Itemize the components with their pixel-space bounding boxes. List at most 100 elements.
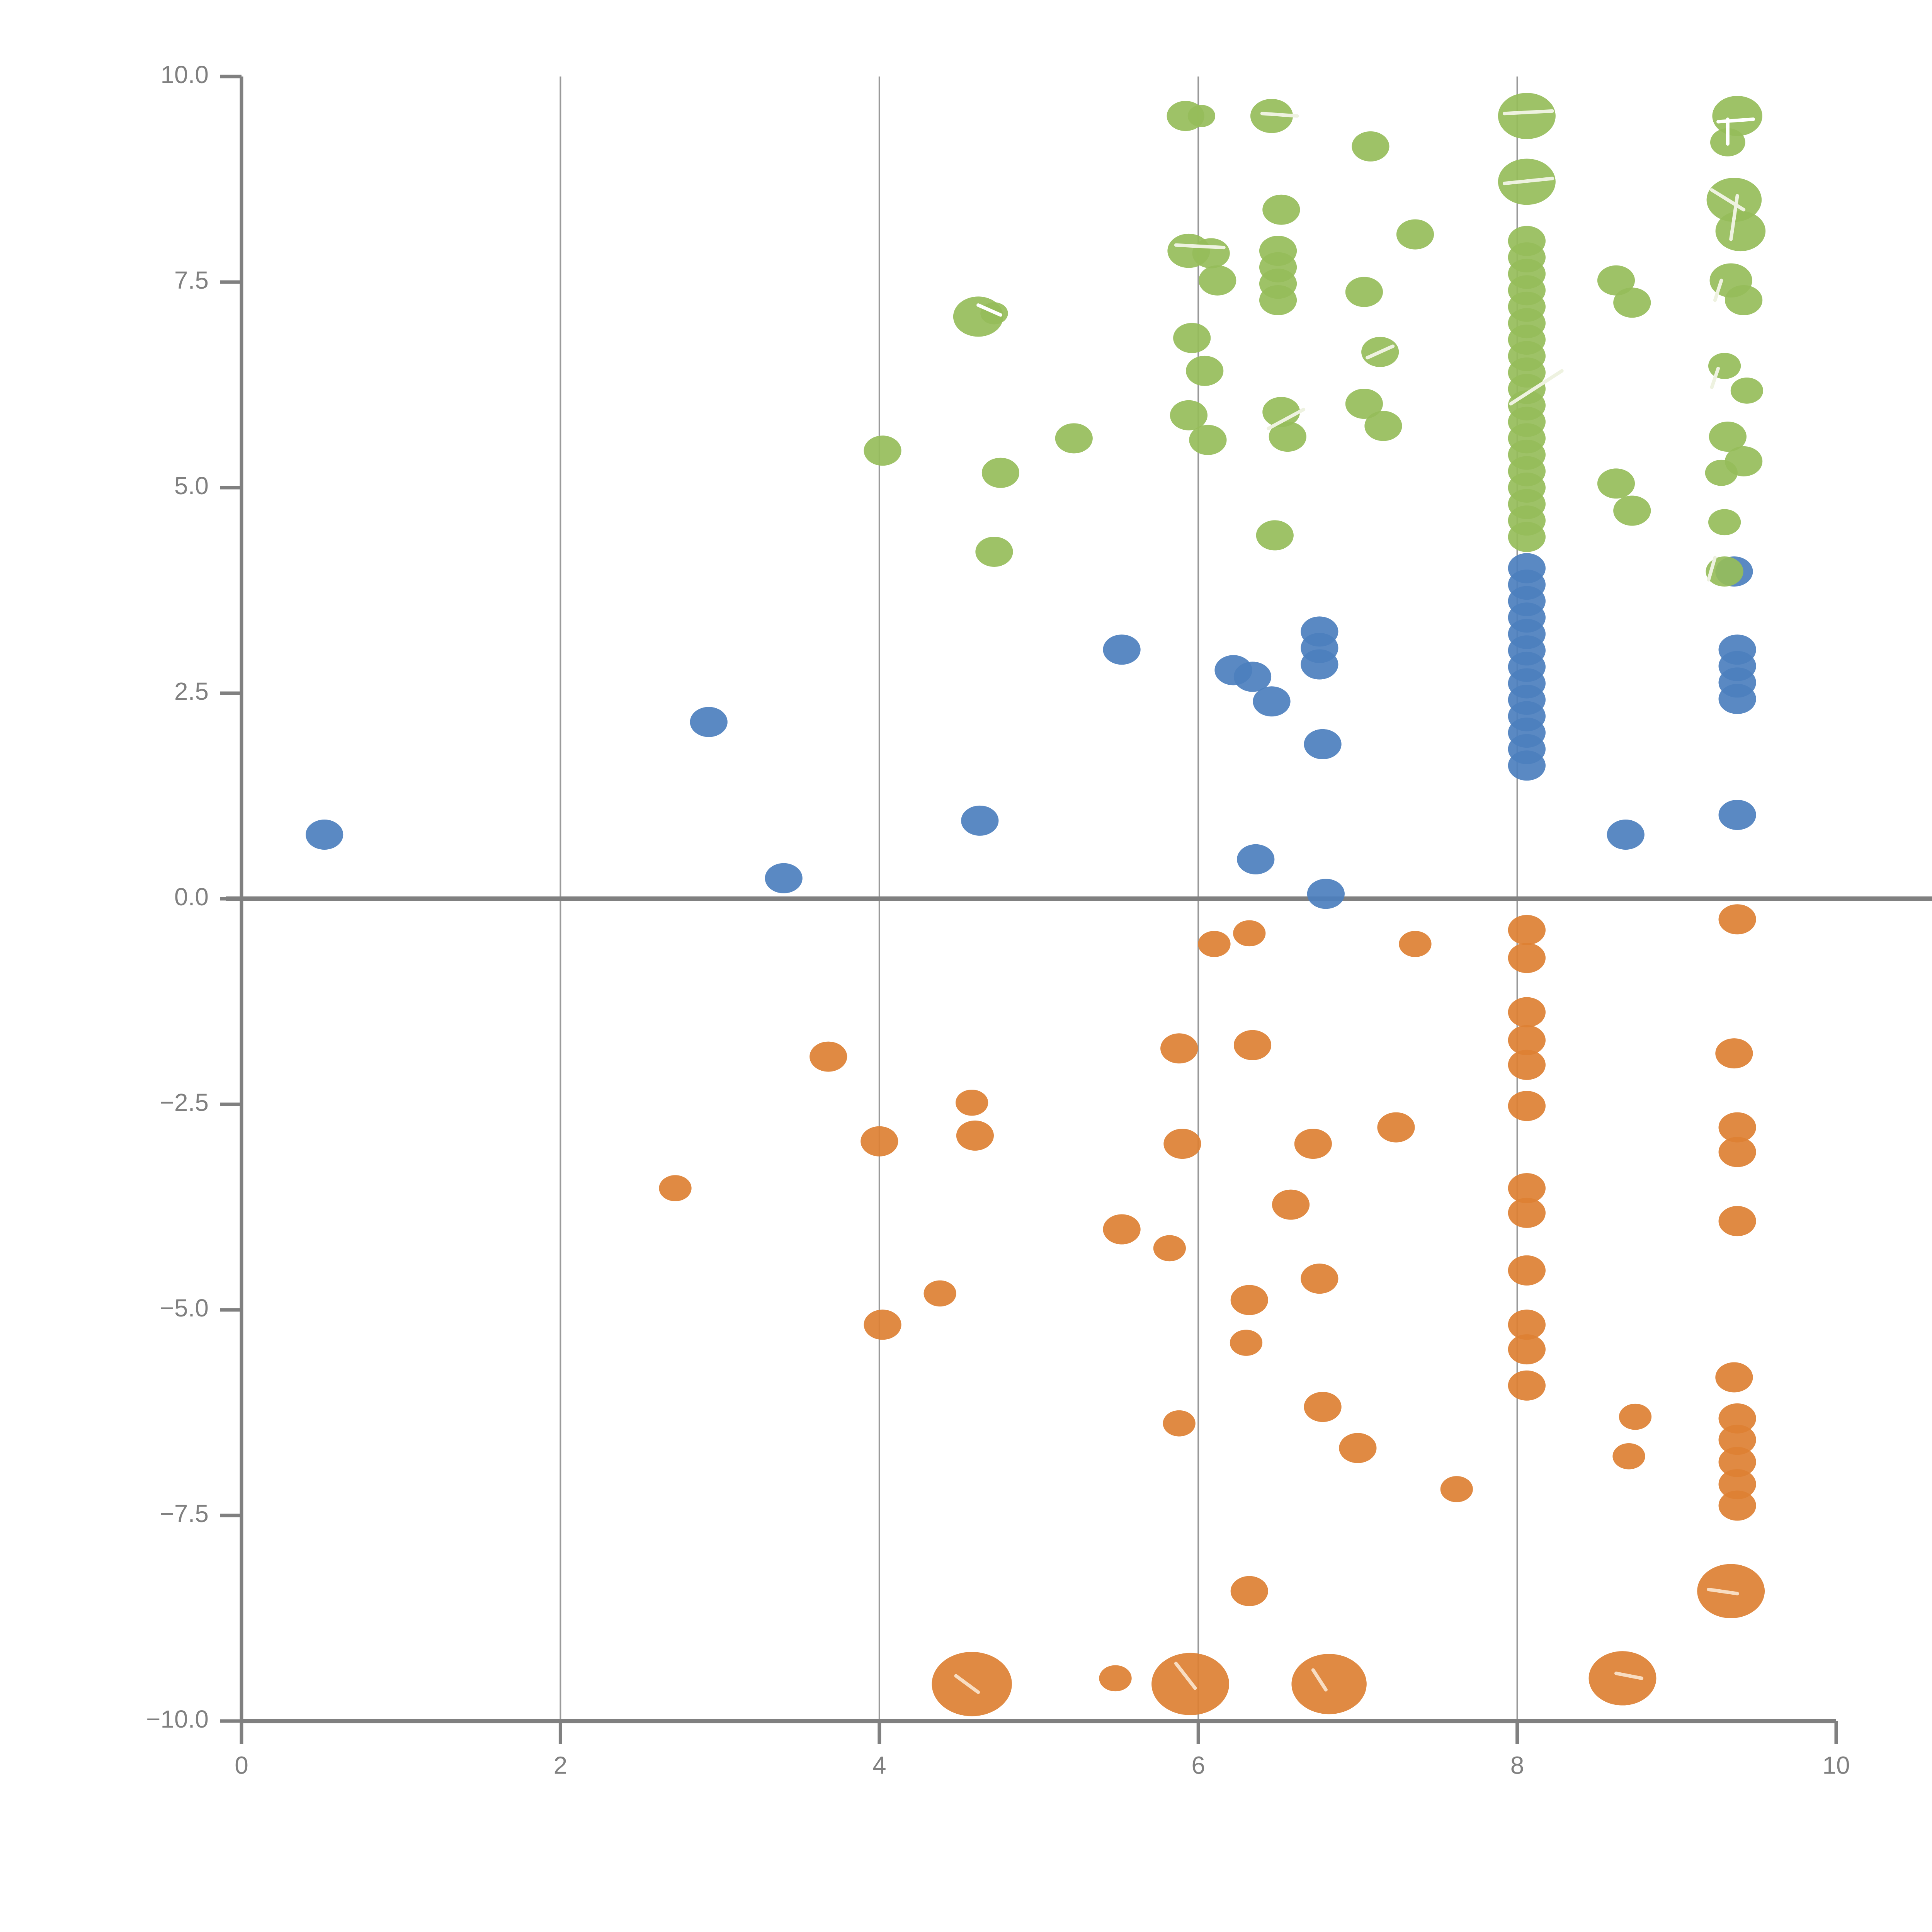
scatter-point — [1619, 1403, 1652, 1430]
scatter-point — [1307, 879, 1345, 909]
scatter-point — [1256, 520, 1294, 551]
overlay-line — [1174, 243, 1226, 250]
scatter-point — [810, 1041, 847, 1072]
scatter-point — [690, 707, 728, 737]
scatter-point — [956, 1120, 994, 1151]
overlay-line — [954, 1674, 980, 1694]
scatter-point — [765, 863, 803, 893]
scatter-point — [1508, 1173, 1546, 1204]
y-tick-label: 0.0 — [174, 883, 209, 911]
scatter-point — [981, 457, 1020, 488]
scatter-point — [1588, 1651, 1656, 1706]
scatter-point — [1730, 378, 1764, 404]
scatter-point — [1301, 649, 1338, 680]
scatter-point — [1262, 194, 1300, 225]
y-tick-label: −10.0 — [146, 1705, 209, 1733]
scatter-point — [932, 1652, 1012, 1716]
x-tick-label: 0 — [235, 1751, 248, 1779]
x-tick-label: 6 — [1191, 1751, 1205, 1779]
scatter-point — [1192, 238, 1230, 269]
scatter-point — [1718, 1469, 1756, 1500]
scatter-point — [864, 1310, 901, 1340]
overlay-line — [1707, 556, 1717, 582]
x-tick-label: 8 — [1510, 1751, 1524, 1779]
scatter-point — [1708, 509, 1741, 536]
scatter-point — [1294, 1129, 1332, 1159]
scatter-point — [1718, 1137, 1756, 1167]
scatter-point — [1377, 1112, 1415, 1143]
scatter-point — [1712, 96, 1762, 136]
scatter-point — [1597, 265, 1635, 296]
y-tick-label: −7.5 — [160, 1500, 209, 1527]
scatter-point — [1103, 634, 1141, 665]
scatter-point — [923, 1280, 956, 1307]
overlay-line — [1267, 408, 1306, 430]
scatter-point — [306, 820, 344, 850]
scatter-point — [961, 805, 999, 836]
scatter-markers — [306, 93, 1766, 1716]
overlay-line — [1503, 177, 1554, 185]
scatter-point — [1718, 799, 1756, 830]
scatter-point — [1508, 522, 1546, 552]
overlay-line — [1729, 194, 1739, 241]
scatter-point — [1345, 388, 1383, 419]
scatter-point — [1103, 1214, 1141, 1245]
scatter-point — [1708, 353, 1741, 379]
scatter-point — [1153, 1235, 1186, 1262]
scatter-point — [1718, 1403, 1756, 1434]
scatter-point — [1508, 1091, 1546, 1121]
overlay-line — [1366, 344, 1395, 360]
scatter-point — [1508, 1025, 1546, 1056]
scatter-point — [1718, 1112, 1756, 1143]
y-tick-label: 5.0 — [174, 472, 209, 500]
scatter-point — [1508, 915, 1546, 945]
scatter-point — [1607, 820, 1645, 850]
scatter-point — [1233, 1030, 1272, 1060]
y-tick-label: 2.5 — [174, 677, 209, 705]
scatter-point — [1301, 1264, 1338, 1294]
scatter-point — [1612, 1443, 1645, 1469]
overlay-line — [1311, 1668, 1328, 1692]
scatter-point — [1725, 285, 1763, 315]
scatter-point — [1508, 1255, 1546, 1286]
scatter-point — [1163, 1410, 1196, 1437]
scatter-point — [1272, 1189, 1310, 1220]
scatter-point — [1715, 1362, 1753, 1393]
scatter-point — [1718, 1425, 1756, 1455]
y-tick-label: 10.0 — [160, 61, 209, 88]
scatter-point — [1055, 423, 1093, 454]
overlay-line — [1503, 109, 1554, 116]
scatter-point — [1613, 287, 1651, 318]
x-axis-ticks: 0 2 4 6 8 10 — [235, 1721, 1850, 1779]
x-tick-label: 4 — [872, 1751, 886, 1779]
overlay-line — [1707, 1588, 1739, 1595]
overlay-line — [1710, 366, 1720, 389]
scatter-point — [1250, 99, 1293, 133]
scatter-point — [1508, 997, 1546, 1027]
scatter-point — [1304, 729, 1342, 759]
scatter-point — [659, 1175, 692, 1201]
x-tick-label: 10 — [1822, 1751, 1850, 1779]
scatter-point — [956, 1089, 988, 1116]
overlay-line — [1716, 117, 1755, 124]
scatter-point — [1508, 1334, 1546, 1365]
scatter-point — [1396, 219, 1434, 250]
scatter-point — [1233, 662, 1272, 692]
y-tick-label: −2.5 — [160, 1088, 209, 1116]
scatter-point — [1718, 904, 1756, 935]
scatter-point — [1508, 1049, 1546, 1080]
scatter-point — [975, 536, 1013, 567]
scatter-point — [1230, 1330, 1263, 1356]
scatter-point — [1187, 105, 1216, 127]
scatter-point — [1718, 1447, 1756, 1477]
scatter-point — [1706, 556, 1743, 587]
scatter-point — [1199, 265, 1236, 296]
scatter-point — [1715, 1038, 1753, 1069]
scatter-point — [1508, 1370, 1546, 1401]
scatter-point — [1345, 277, 1383, 307]
scatter-point — [1718, 1206, 1756, 1236]
scatter-point — [1339, 1433, 1377, 1463]
y-tick-label: 7.5 — [174, 266, 209, 294]
